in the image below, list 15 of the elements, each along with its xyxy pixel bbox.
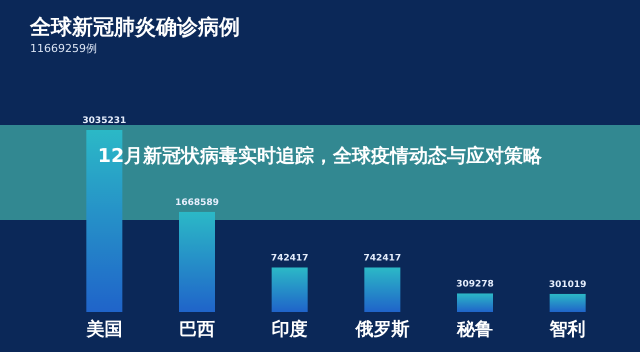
x-tick-label: 智利 [548,319,586,340]
x-tick-label: 美国 [85,319,122,340]
annotation: 12月新冠状病毒实时追踪，全球疫情动态与应对策略 [96,144,544,169]
data-label: 301019 [548,280,586,290]
data-label: 1668589 [175,198,219,208]
chart-title: 全球新冠肺炎确诊病例 [29,15,240,39]
x-tick-label: 巴西 [179,319,215,340]
data-label: 742417 [270,253,308,264]
x-tick-label: 印度 [272,319,308,340]
data-label: 742417 [364,253,402,264]
data-label: 309278 [456,279,494,290]
x-tick-label: 俄罗斯 [354,319,410,340]
data-label: 3035231 [82,116,126,126]
chart-subtitle: 11669259例 [30,42,97,55]
x-tick-label: 秘鲁 [456,319,493,340]
